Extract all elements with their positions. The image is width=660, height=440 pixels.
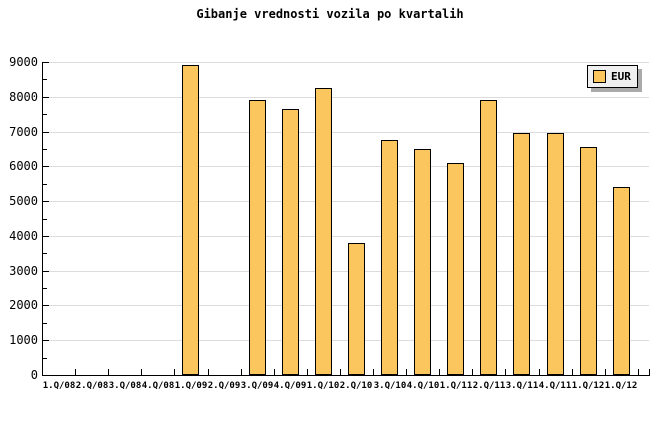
- bar: [414, 149, 431, 375]
- x-tick: [605, 369, 606, 375]
- x-tick-label: 1.Q/09: [174, 381, 208, 391]
- bar: [447, 163, 464, 375]
- x-tick: [241, 369, 242, 375]
- x-tick: [373, 369, 374, 375]
- x-tick-label: 2.Q/10: [339, 381, 373, 391]
- y-tick-label: 7000: [9, 125, 38, 139]
- y-tick-label: 0: [30, 368, 38, 382]
- x-tick: [572, 369, 573, 375]
- x-tick-label: 1.Q/12: [571, 381, 605, 391]
- x-tick-label: 4.Q/09: [273, 381, 307, 391]
- y-minor-tick: [43, 323, 47, 324]
- x-tick-label: 4.Q/11: [538, 381, 572, 391]
- legend: EUR: [587, 65, 638, 88]
- x-tick: [539, 369, 540, 375]
- bar: [249, 100, 266, 375]
- y-axis-line: [42, 62, 43, 376]
- x-tick-label: 1.Q/10: [306, 381, 340, 391]
- y-tick: [43, 132, 49, 133]
- y-tick-label: 5000: [9, 194, 38, 208]
- x-tick: [274, 369, 275, 375]
- x-tick: [406, 369, 407, 375]
- y-tick-label: 4000: [9, 229, 38, 243]
- gridline: [43, 236, 649, 237]
- y-minor-tick: [43, 219, 47, 220]
- x-tick: [638, 369, 639, 375]
- y-tick: [43, 375, 49, 376]
- y-tick-label: 6000: [9, 159, 38, 173]
- y-tick-label: 8000: [9, 90, 38, 104]
- gridline: [43, 97, 649, 98]
- x-tick-label: 3.Q/09: [240, 381, 274, 391]
- y-minor-tick: [43, 149, 47, 150]
- x-tick: [108, 369, 109, 375]
- y-minor-tick: [43, 358, 47, 359]
- legend-swatch-eur-icon: [593, 70, 606, 83]
- x-tick-label: 1.Q/11: [439, 381, 473, 391]
- bar: [282, 109, 299, 375]
- bar: [513, 133, 530, 375]
- y-tick: [43, 340, 49, 341]
- y-tick: [43, 305, 49, 306]
- y-tick: [43, 236, 49, 237]
- y-tick: [43, 97, 49, 98]
- bar: [315, 88, 332, 375]
- x-tick: [505, 369, 506, 375]
- y-minor-tick: [43, 253, 47, 254]
- chart-title: Gibanje vrednosti vozila po kvartalih: [196, 7, 464, 21]
- x-tick-label: 4.Q/10: [406, 381, 440, 391]
- legend-label: EUR: [611, 70, 631, 83]
- gridline: [43, 166, 649, 167]
- bar: [547, 133, 564, 375]
- x-tick: [141, 369, 142, 375]
- gridline: [43, 305, 649, 306]
- x-axis-endcap-tick: [649, 369, 650, 375]
- x-tick: [75, 369, 76, 375]
- x-tick-label: 3.Q/08: [108, 381, 142, 391]
- y-tick-label: 3000: [9, 264, 38, 278]
- bar: [613, 187, 630, 375]
- x-tick-label: 4.Q/08: [141, 381, 175, 391]
- x-axis-line: [42, 375, 650, 376]
- x-tick-label: 3.Q/11: [505, 381, 539, 391]
- x-tick: [42, 369, 43, 375]
- y-tick: [43, 62, 49, 63]
- gridline: [43, 132, 649, 133]
- x-tick-label: 2.Q/08: [75, 381, 109, 391]
- y-minor-tick: [43, 114, 47, 115]
- x-tick: [208, 369, 209, 375]
- x-tick: [340, 369, 341, 375]
- gridline: [43, 271, 649, 272]
- y-tick-label: 1000: [9, 333, 38, 347]
- bar: [348, 243, 365, 375]
- y-minor-tick: [43, 184, 47, 185]
- x-tick-label: 2.Q/11: [472, 381, 506, 391]
- x-tick-label: 1.Q/12: [604, 381, 638, 391]
- gridline: [43, 340, 649, 341]
- x-tick-label: 1.Q/08: [42, 381, 76, 391]
- bar: [480, 100, 497, 375]
- x-tick-label: 3.Q/10: [373, 381, 407, 391]
- x-tick-label: 2.Q/09: [207, 381, 241, 391]
- x-tick: [174, 369, 175, 375]
- bar: [580, 147, 597, 375]
- y-minor-tick: [43, 79, 47, 80]
- y-tick-label: 2000: [9, 298, 38, 312]
- bar: [182, 65, 199, 375]
- y-tick: [43, 271, 49, 272]
- x-tick: [307, 369, 308, 375]
- bar: [381, 140, 398, 375]
- y-tick: [43, 166, 49, 167]
- y-tick: [43, 201, 49, 202]
- y-tick-label: 9000: [9, 55, 38, 69]
- gridline: [43, 201, 649, 202]
- gridline: [43, 62, 649, 63]
- x-tick: [439, 369, 440, 375]
- y-minor-tick: [43, 288, 47, 289]
- x-tick: [472, 369, 473, 375]
